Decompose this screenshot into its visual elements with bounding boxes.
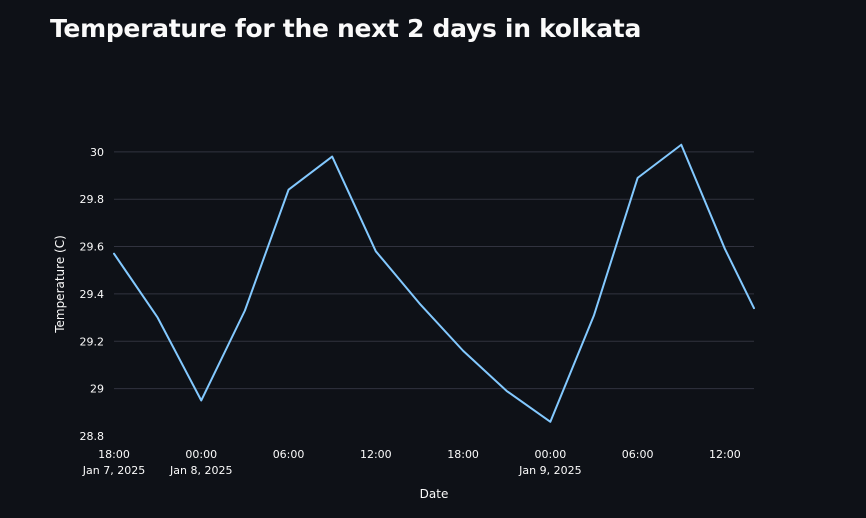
y-axis-ticks: 28.8 29 29.2 29.4 29.6 29.8 30 [80,146,105,443]
data-point[interactable] [113,252,115,254]
data-point[interactable] [593,314,595,316]
x-tick-label: 12:00 [709,448,741,461]
x-tick-date-label: Jan 9, 2025 [518,464,581,477]
data-point[interactable] [506,390,508,392]
temperature-series-line[interactable] [113,143,755,423]
data-point[interactable] [549,421,551,423]
x-tick-label: 00:00 [185,448,217,461]
x-tick-label: 18:00 [98,448,130,461]
data-point[interactable] [200,399,202,401]
data-point[interactable] [375,250,377,252]
x-tick-date-label: Jan 7, 2025 [82,464,145,477]
data-point[interactable] [753,307,755,309]
series-layer[interactable] [113,143,755,423]
x-tick-label: 18:00 [447,448,479,461]
y-tick-label: 29.8 [80,193,105,206]
page-title: Temperature for the next 2 days in kolka… [50,14,642,43]
gridlines [114,151,754,390]
y-tick-label: 28.8 [80,430,105,443]
data-point[interactable] [462,350,464,352]
x-tick-label: 06:00 [273,448,305,461]
x-axis-title: Date [420,487,449,501]
data-point[interactable] [680,144,682,146]
y-axis-title: Temperature (C) [53,235,67,334]
x-axis-ticks: 18:00 Jan 7, 2025 00:00 Jan 8, 2025 06:00 12:… [82,448,741,477]
data-point[interactable] [287,189,289,191]
data-point[interactable] [244,309,246,311]
y-tick-label: 30 [90,146,104,159]
y-tick-label: 29.2 [80,335,105,348]
x-tick-date-label: Jan 8, 2025 [169,464,232,477]
x-tick-label: 06:00 [622,448,654,461]
y-tick-label: 29 [90,383,104,396]
x-tick-label: 00:00 [535,448,567,461]
y-tick-label: 29.4 [80,288,105,301]
data-point[interactable] [636,177,638,179]
x-tick-label: 12:00 [360,448,392,461]
data-point[interactable] [156,316,158,318]
y-tick-label: 29.6 [80,241,105,254]
data-point[interactable] [331,155,333,157]
data-point[interactable] [418,302,420,304]
data-point[interactable] [724,248,726,250]
